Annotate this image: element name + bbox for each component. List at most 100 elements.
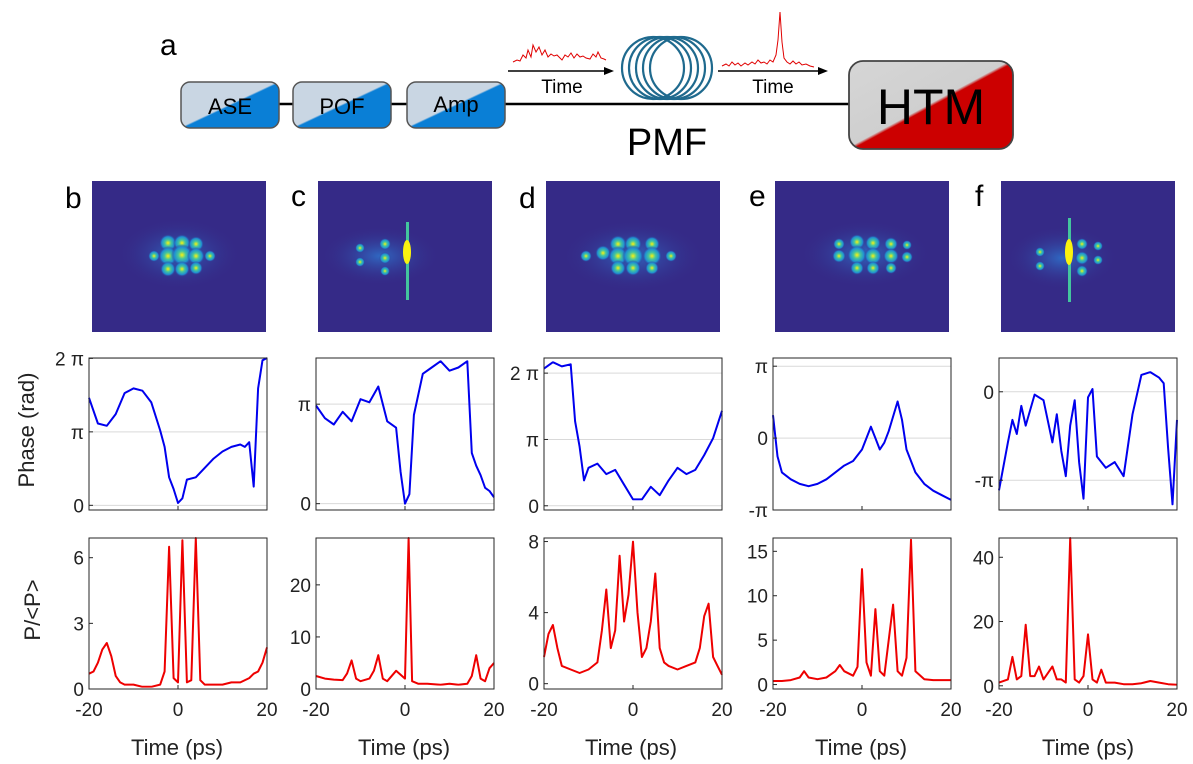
setup-diagram: a ASE POF Amp Time PMF xyxy=(160,11,1014,164)
xtick-label-c-0: -20 xyxy=(302,700,329,721)
ytick-label-phase-e-2: π xyxy=(755,357,768,378)
phase-plot-e: -π 0 π xyxy=(749,357,952,522)
ytick-label-power-b-2: 6 xyxy=(73,549,84,570)
xtick-label-c-2: 20 xyxy=(483,700,504,721)
output-time-label: Time xyxy=(752,77,794,98)
ytick-label-phase-b-0: 0 xyxy=(73,496,84,517)
pof-label: POF xyxy=(319,94,364,119)
power-ylabel: P/<P> xyxy=(20,579,45,640)
xtick-label-e-0: -20 xyxy=(759,700,786,721)
power-series-c xyxy=(316,538,494,685)
ytick-label-phase-f-1: 0 xyxy=(983,383,994,404)
interference-image-e xyxy=(775,181,949,332)
htm-label: HTM xyxy=(877,79,985,135)
power-plot-d: 0 4 8 -20 0 20 xyxy=(528,533,732,721)
ytick-label-phase-d-2: 2 π xyxy=(510,364,539,385)
phase-series-d xyxy=(544,362,722,499)
ytick-label-power-f-2: 40 xyxy=(973,548,994,569)
amp-block: Amp xyxy=(406,81,506,129)
phase-plot-b: 0 π 2 π xyxy=(55,349,268,517)
axes-box-phase-d xyxy=(543,357,723,511)
xtick-label-b-1: 0 xyxy=(173,700,184,721)
interference-image-d xyxy=(546,181,720,332)
xtick-label-b-2: 20 xyxy=(256,700,277,721)
ytick-label-phase-d-0: 0 xyxy=(528,497,539,518)
ytick-label-phase-b-1: π xyxy=(71,423,84,444)
xtick-label-f-2: 20 xyxy=(1166,700,1187,721)
output-arrow-head xyxy=(818,67,828,75)
xtick-label-f-0: -20 xyxy=(985,700,1012,721)
xlabel-b: Time (ps) xyxy=(131,735,223,760)
xlabel-e: Time (ps) xyxy=(815,735,907,760)
xtick-label-d-0: -20 xyxy=(530,700,557,721)
pmf-label: PMF xyxy=(627,122,707,164)
xtick-label-c-1: 0 xyxy=(400,700,411,721)
output-pulse-inset: Time xyxy=(718,11,828,98)
xtick-label-d-1: 0 xyxy=(628,700,639,721)
phase-series-b xyxy=(89,358,267,503)
ytick-label-power-d-1: 4 xyxy=(528,604,539,625)
ytick-label-power-e-3: 15 xyxy=(747,542,768,563)
ytick-label-phase-e-0: -π xyxy=(749,501,768,522)
xtick-label-f-1: 0 xyxy=(1083,700,1094,721)
panel-label-e: e xyxy=(749,180,766,213)
ytick-label-power-f-1: 20 xyxy=(973,613,994,634)
ytick-label-power-c-1: 10 xyxy=(290,628,311,649)
panel-label-f: f xyxy=(975,180,984,213)
ase-label: ASE xyxy=(208,94,252,119)
input-arrow-head xyxy=(604,67,614,75)
axes-box-power-f xyxy=(998,537,1178,690)
ytick-label-power-b-1: 3 xyxy=(73,614,84,635)
input-time-label: Time xyxy=(541,77,583,98)
phase-series-c xyxy=(316,361,494,504)
input-pulse-inset: Time xyxy=(508,43,614,98)
interference-image-b xyxy=(92,181,266,332)
phase-plot-f: -π 0 xyxy=(975,357,1177,511)
ytick-label-power-c-2: 20 xyxy=(290,576,311,597)
xlabel-f: Time (ps) xyxy=(1042,735,1134,760)
phase-ylabel: Phase (rad) xyxy=(14,373,39,488)
power-series-f xyxy=(999,538,1177,685)
ytick-label-power-c-0: 0 xyxy=(300,680,311,701)
ytick-label-power-d-0: 0 xyxy=(528,675,539,696)
interference-image-f xyxy=(1001,181,1175,332)
power-series-e xyxy=(773,540,951,681)
panel-label-c: c xyxy=(291,180,306,213)
interference-image-c xyxy=(318,181,492,332)
axes-box-phase-e xyxy=(772,357,952,511)
ytick-label-phase-e-1: 0 xyxy=(757,429,768,450)
axes-box-power-e xyxy=(772,537,952,690)
input-pulse-trace xyxy=(512,43,607,63)
axes-box-power-d xyxy=(543,537,723,690)
phase-series-f xyxy=(999,372,1177,504)
ytick-label-power-d-2: 8 xyxy=(528,533,539,554)
power-series-d xyxy=(544,542,722,675)
ytick-label-phase-c-1: π xyxy=(298,395,311,416)
ytick-label-power-b-0: 0 xyxy=(73,680,84,701)
ytick-label-power-e-1: 5 xyxy=(757,631,768,652)
power-plot-b: 036-20 0 20 xyxy=(73,538,278,721)
ytick-label-power-f-0: 0 xyxy=(983,677,994,698)
panel-label-b: b xyxy=(65,182,82,215)
ytick-label-phase-c-0: 0 xyxy=(300,495,311,516)
power-series-b xyxy=(89,538,267,687)
pmf-coil: PMF xyxy=(620,35,714,164)
ytick-label-phase-d-1: π xyxy=(526,430,539,451)
xtick-label-d-2: 20 xyxy=(711,700,732,721)
xtick-label-b-0: -20 xyxy=(75,700,102,721)
xlabel-c: Time (ps) xyxy=(358,735,450,760)
ytick-label-power-e-0: 0 xyxy=(757,676,768,697)
panel-label-d: d xyxy=(519,182,536,215)
phase-plot-d: 0 π 2 π xyxy=(510,357,723,518)
pof-block: POF xyxy=(292,81,392,129)
ase-block: ASE xyxy=(180,81,280,129)
xtick-label-e-1: 0 xyxy=(857,700,868,721)
amp-label: Amp xyxy=(433,92,478,117)
ytick-label-phase-f-0: -π xyxy=(975,471,994,492)
ytick-label-power-e-2: 10 xyxy=(747,587,768,608)
panel-label-a: a xyxy=(160,29,177,62)
